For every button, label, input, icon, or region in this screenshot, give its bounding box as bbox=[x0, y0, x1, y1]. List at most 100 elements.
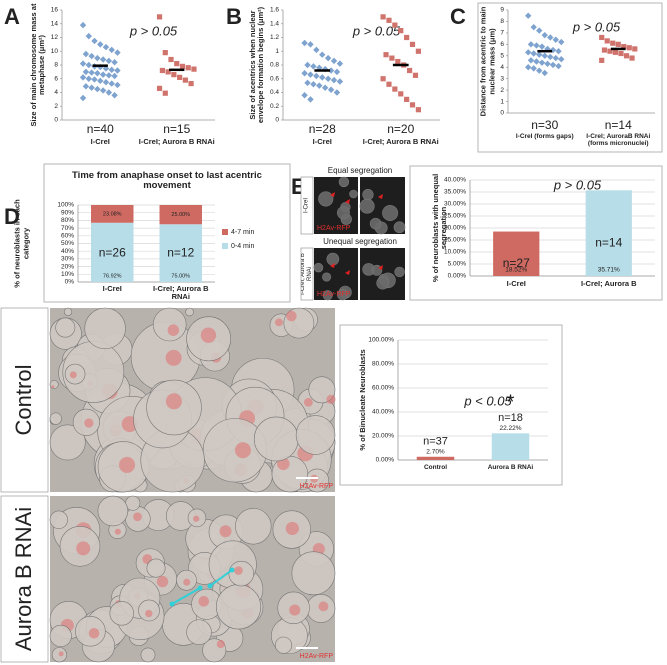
x-tick-label: I-CreI; Aurora B bbox=[581, 280, 637, 288]
point bbox=[307, 71, 314, 78]
point bbox=[555, 62, 562, 70]
point bbox=[188, 80, 194, 87]
y-tick-label: 0% bbox=[65, 279, 75, 286]
point bbox=[182, 77, 188, 83]
legend-label: 0-4 min bbox=[231, 243, 254, 250]
n-label: n=14 bbox=[605, 118, 632, 132]
cell bbox=[393, 221, 406, 234]
point bbox=[530, 65, 537, 72]
point bbox=[108, 80, 115, 87]
point bbox=[307, 41, 314, 48]
y-tick-label: 1 bbox=[500, 98, 504, 105]
nucleus bbox=[219, 525, 232, 538]
point bbox=[386, 17, 392, 23]
p-value: p > 0.05 bbox=[572, 19, 621, 34]
point bbox=[549, 61, 557, 69]
x-tick-label-text: I-CreI; AuroraB RNAi (forms micronuclei) bbox=[586, 133, 651, 148]
p-value: p > 0.05 bbox=[553, 177, 602, 192]
x-tick-label: I-CreI bbox=[507, 280, 526, 288]
point bbox=[336, 60, 344, 67]
bar bbox=[491, 433, 530, 460]
point bbox=[94, 70, 101, 77]
y-tick-label: 1.6 bbox=[270, 7, 279, 14]
point bbox=[174, 61, 180, 67]
point bbox=[316, 82, 323, 89]
cell bbox=[235, 508, 272, 545]
value-label: 35.71% bbox=[598, 267, 620, 274]
y-axis-title: % of neuroblasts in each category bbox=[13, 199, 30, 287]
point bbox=[162, 90, 168, 96]
y-axis-title: % of neuroblasts with unequal segregatio… bbox=[431, 174, 448, 282]
cell bbox=[185, 307, 194, 317]
point bbox=[538, 59, 546, 66]
point bbox=[336, 78, 344, 85]
point bbox=[409, 41, 416, 47]
y-tick-label: 9 bbox=[500, 7, 504, 14]
point bbox=[321, 84, 329, 91]
value-label: 25.00% bbox=[171, 212, 190, 218]
n-label: n=27 bbox=[503, 256, 530, 270]
point bbox=[629, 55, 635, 61]
point bbox=[547, 34, 554, 41]
nucleus bbox=[303, 397, 313, 407]
point bbox=[99, 71, 107, 78]
x-tick-label: I-CreI; Aurora B RNAi bbox=[363, 138, 439, 146]
nucleus bbox=[318, 601, 329, 612]
cell bbox=[186, 619, 212, 645]
point bbox=[304, 61, 311, 69]
cell bbox=[362, 188, 374, 201]
x-tick-label: I-CreI; Aurora B RNAi bbox=[153, 285, 209, 301]
cell bbox=[337, 289, 349, 301]
y-axis-title-text: Size of acentrics when nuclear envelope … bbox=[247, 6, 265, 124]
y-axis-title-text: Size of main chromosome mass at metaphas… bbox=[28, 3, 46, 127]
n-label: n=14 bbox=[595, 235, 622, 249]
cell bbox=[394, 266, 405, 278]
point bbox=[88, 84, 95, 91]
point bbox=[94, 54, 101, 62]
nucleus bbox=[133, 512, 142, 522]
bar-segment bbox=[159, 224, 202, 282]
y-tick-label: 10 bbox=[51, 48, 59, 55]
value-label: 22.22% bbox=[499, 425, 521, 432]
point bbox=[530, 23, 537, 31]
point bbox=[380, 14, 386, 20]
x-tick-label-text: I-CreI; Aurora B RNAi bbox=[138, 138, 215, 146]
row-label-text: Aurora B RNAi bbox=[10, 506, 36, 652]
y-tick-label: 100.00% bbox=[368, 337, 394, 344]
point bbox=[610, 40, 616, 46]
point bbox=[156, 14, 163, 20]
point bbox=[105, 89, 113, 96]
point bbox=[156, 85, 163, 91]
point bbox=[612, 49, 619, 55]
p-value: p > 0.05 bbox=[352, 23, 401, 38]
y-tick-label: 70% bbox=[61, 225, 74, 232]
y-tick-label: 0.8 bbox=[270, 62, 279, 69]
point bbox=[333, 68, 341, 76]
image-caption: Equal segregation bbox=[328, 166, 393, 175]
row-label-text: Control bbox=[10, 364, 36, 436]
x-tick-label-text: I-CreI bbox=[90, 138, 110, 146]
arrow-end bbox=[169, 601, 175, 607]
y-tick-label: 60.00% bbox=[372, 385, 394, 392]
point bbox=[549, 46, 557, 54]
point bbox=[108, 66, 115, 74]
y-tick-label: 1.4 bbox=[270, 20, 279, 27]
bar bbox=[416, 456, 455, 460]
point bbox=[525, 49, 532, 56]
x-tick-label-text: I-CreI bbox=[102, 285, 122, 293]
point bbox=[544, 45, 551, 53]
nucleus bbox=[51, 385, 55, 389]
y-axis-title-text: % of Binucleate Neuroblasts bbox=[357, 349, 367, 451]
x-tick-label: I-CreI bbox=[313, 138, 332, 146]
y-tick-label: 10.00% bbox=[444, 249, 466, 256]
y-tick-label: 7 bbox=[500, 30, 504, 37]
nucleus bbox=[285, 521, 299, 536]
point bbox=[91, 76, 98, 83]
point bbox=[85, 75, 92, 82]
point bbox=[94, 85, 101, 93]
point bbox=[114, 81, 121, 89]
point bbox=[159, 67, 166, 74]
point bbox=[398, 28, 404, 34]
point bbox=[383, 52, 389, 58]
point bbox=[177, 74, 183, 80]
